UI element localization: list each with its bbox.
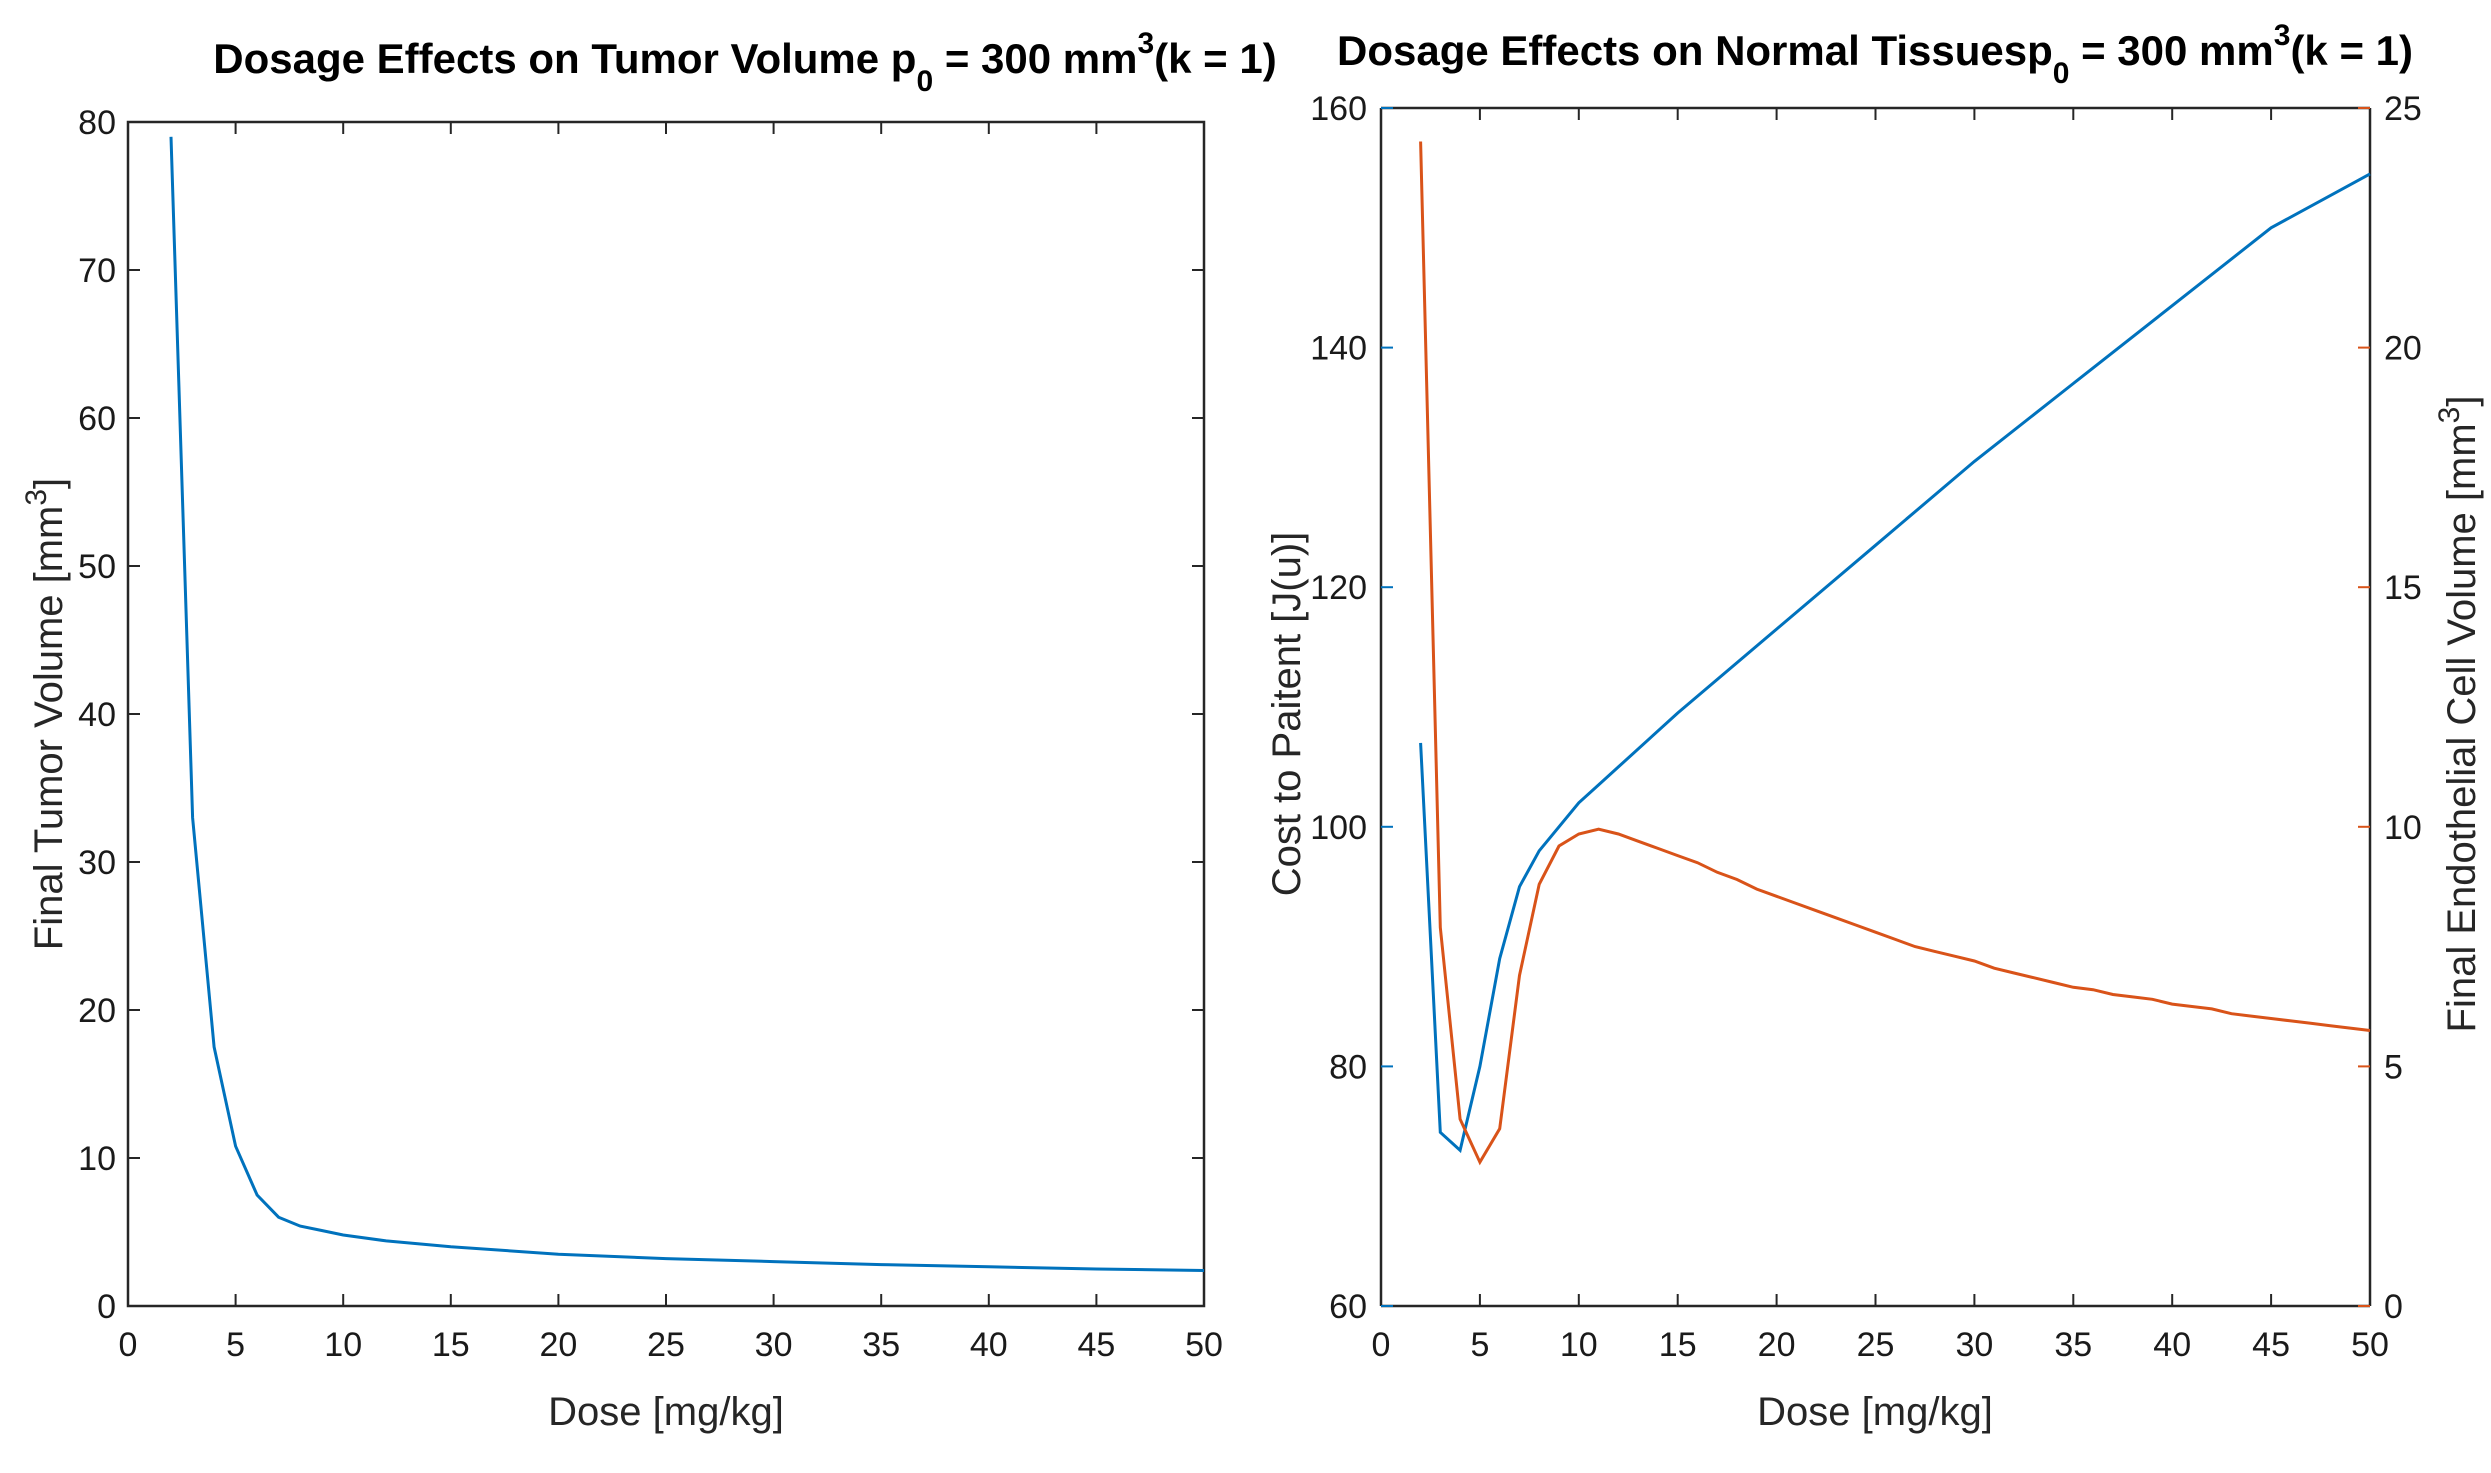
chart1-x-tick-label: 10 — [324, 1326, 362, 1364]
chart2-x-tick-label: 40 — [2153, 1326, 2191, 1364]
chart2-title: Dosage Effects on Normal Tissuesp0 = 300… — [1337, 19, 2413, 90]
chart2-series-line-0 — [1419, 172, 2371, 1154]
chart1-x-tick-label: 25 — [647, 1326, 685, 1364]
chart2-left-y-tick-label: 120 — [1310, 569, 1367, 607]
chart1-x-tick-label: 50 — [1185, 1326, 1223, 1364]
chart1-x-ticks: 0 5 10 15 20 25 30 35 40 45 50 — [119, 122, 1223, 1364]
chart2-x-tick-label: 0 — [1372, 1326, 1391, 1364]
chart2-left-y-tick-label: 160 — [1310, 90, 1367, 128]
chart2-right-y-tick-label: 15 — [2384, 569, 2422, 607]
chart1-y-tick-label: 80 — [78, 104, 116, 142]
chart2-x-tick-label: 15 — [1659, 1326, 1697, 1364]
chart2-series-line-1 — [1419, 141, 2371, 1166]
chart2-right-y-ticks: 0 5 10 15 20 25 — [2358, 90, 2422, 1326]
chart2-x-tick-label: 25 — [1857, 1326, 1895, 1364]
chart2-x-ticks: 0 5 10 15 20 25 30 35 40 45 50 — [1372, 108, 2389, 1364]
chart1-series — [169, 136, 1205, 1272]
chart2-left-y-tick-label: 80 — [1329, 1048, 1367, 1086]
chart2-x-tick-label: 45 — [2252, 1326, 2290, 1364]
chart1-x-tick-label: 5 — [226, 1326, 245, 1364]
chart1-y-tick-label: 40 — [78, 696, 116, 734]
normal-tissue-chart: Dosage Effects on Normal Tissuesp0 = 300… — [1265, 19, 2484, 1434]
chart1-x-tick-label: 45 — [1077, 1326, 1115, 1364]
chart2-x-tick-label: 30 — [1955, 1326, 1993, 1364]
chart2-x-tick-label: 5 — [1470, 1326, 1489, 1364]
chart1-y-tick-label: 10 — [78, 1140, 116, 1178]
chart2-right-y-tick-label: 10 — [2384, 809, 2422, 847]
chart1-x-tick-label: 15 — [432, 1326, 470, 1364]
chart1-y-ticks: 0 10 20 30 40 50 60 70 80 — [78, 104, 1204, 1326]
chart2-left-y-tick-label: 140 — [1310, 330, 1367, 368]
chart1-y-tick-label: 60 — [78, 400, 116, 438]
chart1-x-tick-label: 20 — [539, 1326, 577, 1364]
chart1-y-tick-label: 70 — [78, 252, 116, 290]
chart1-y-tick-label: 30 — [78, 844, 116, 882]
chart1-plot-frame — [126, 120, 1206, 1308]
chart1-x-tick-label: 0 — [119, 1326, 138, 1364]
chart2-x-tick-label: 10 — [1560, 1326, 1598, 1364]
chart1-x-tick-label: 35 — [862, 1326, 900, 1364]
chart2-left-y-ticks: 60 80 100 120 140 160 — [1310, 90, 1393, 1326]
chart2-x-tick-label: 20 — [1758, 1326, 1796, 1364]
chart1-y-label: Final Tumor Volume [mm3] — [20, 478, 71, 950]
chart2-right-y-tick-label: 25 — [2384, 90, 2422, 128]
chart2-x-tick-label: 35 — [2054, 1326, 2092, 1364]
chart2-right-y-label: Final Endothelial Cell Volume [mm3] — [2433, 396, 2484, 1033]
chart2-left-y-tick-label: 60 — [1329, 1288, 1367, 1326]
chart2-left-y-tick-label: 100 — [1310, 809, 1367, 847]
chart2-right-y-tick-label: 5 — [2384, 1048, 2403, 1086]
chart1-y-tick-label: 50 — [78, 548, 116, 586]
chart1-y-tick-label: 0 — [97, 1288, 116, 1326]
chart1-x-tick-label: 40 — [970, 1326, 1008, 1364]
chart2-left-y-label: Cost to Paitent [J(u)] — [1265, 532, 1309, 897]
chart1-title: Dosage Effects on Tumor Volume p0 = 300 … — [213, 27, 1276, 98]
chart2-x-label: Dose [mg/kg] — [1757, 1390, 1993, 1434]
tumor-volume-chart: Dosage Effects on Tumor Volume p0 = 300 … — [20, 27, 1277, 1434]
chart2-series — [1419, 141, 2371, 1166]
chart1-y-tick-label: 20 — [78, 992, 116, 1030]
chart1-x-tick-label: 30 — [755, 1326, 793, 1364]
chart2-right-y-tick-label: 0 — [2384, 1288, 2403, 1326]
chart2-right-y-tick-label: 20 — [2384, 330, 2422, 368]
chart1-series-line-0 — [169, 136, 1205, 1272]
chart1-x-label: Dose [mg/kg] — [548, 1390, 784, 1434]
chart2-x-tick-label: 50 — [2351, 1326, 2389, 1364]
